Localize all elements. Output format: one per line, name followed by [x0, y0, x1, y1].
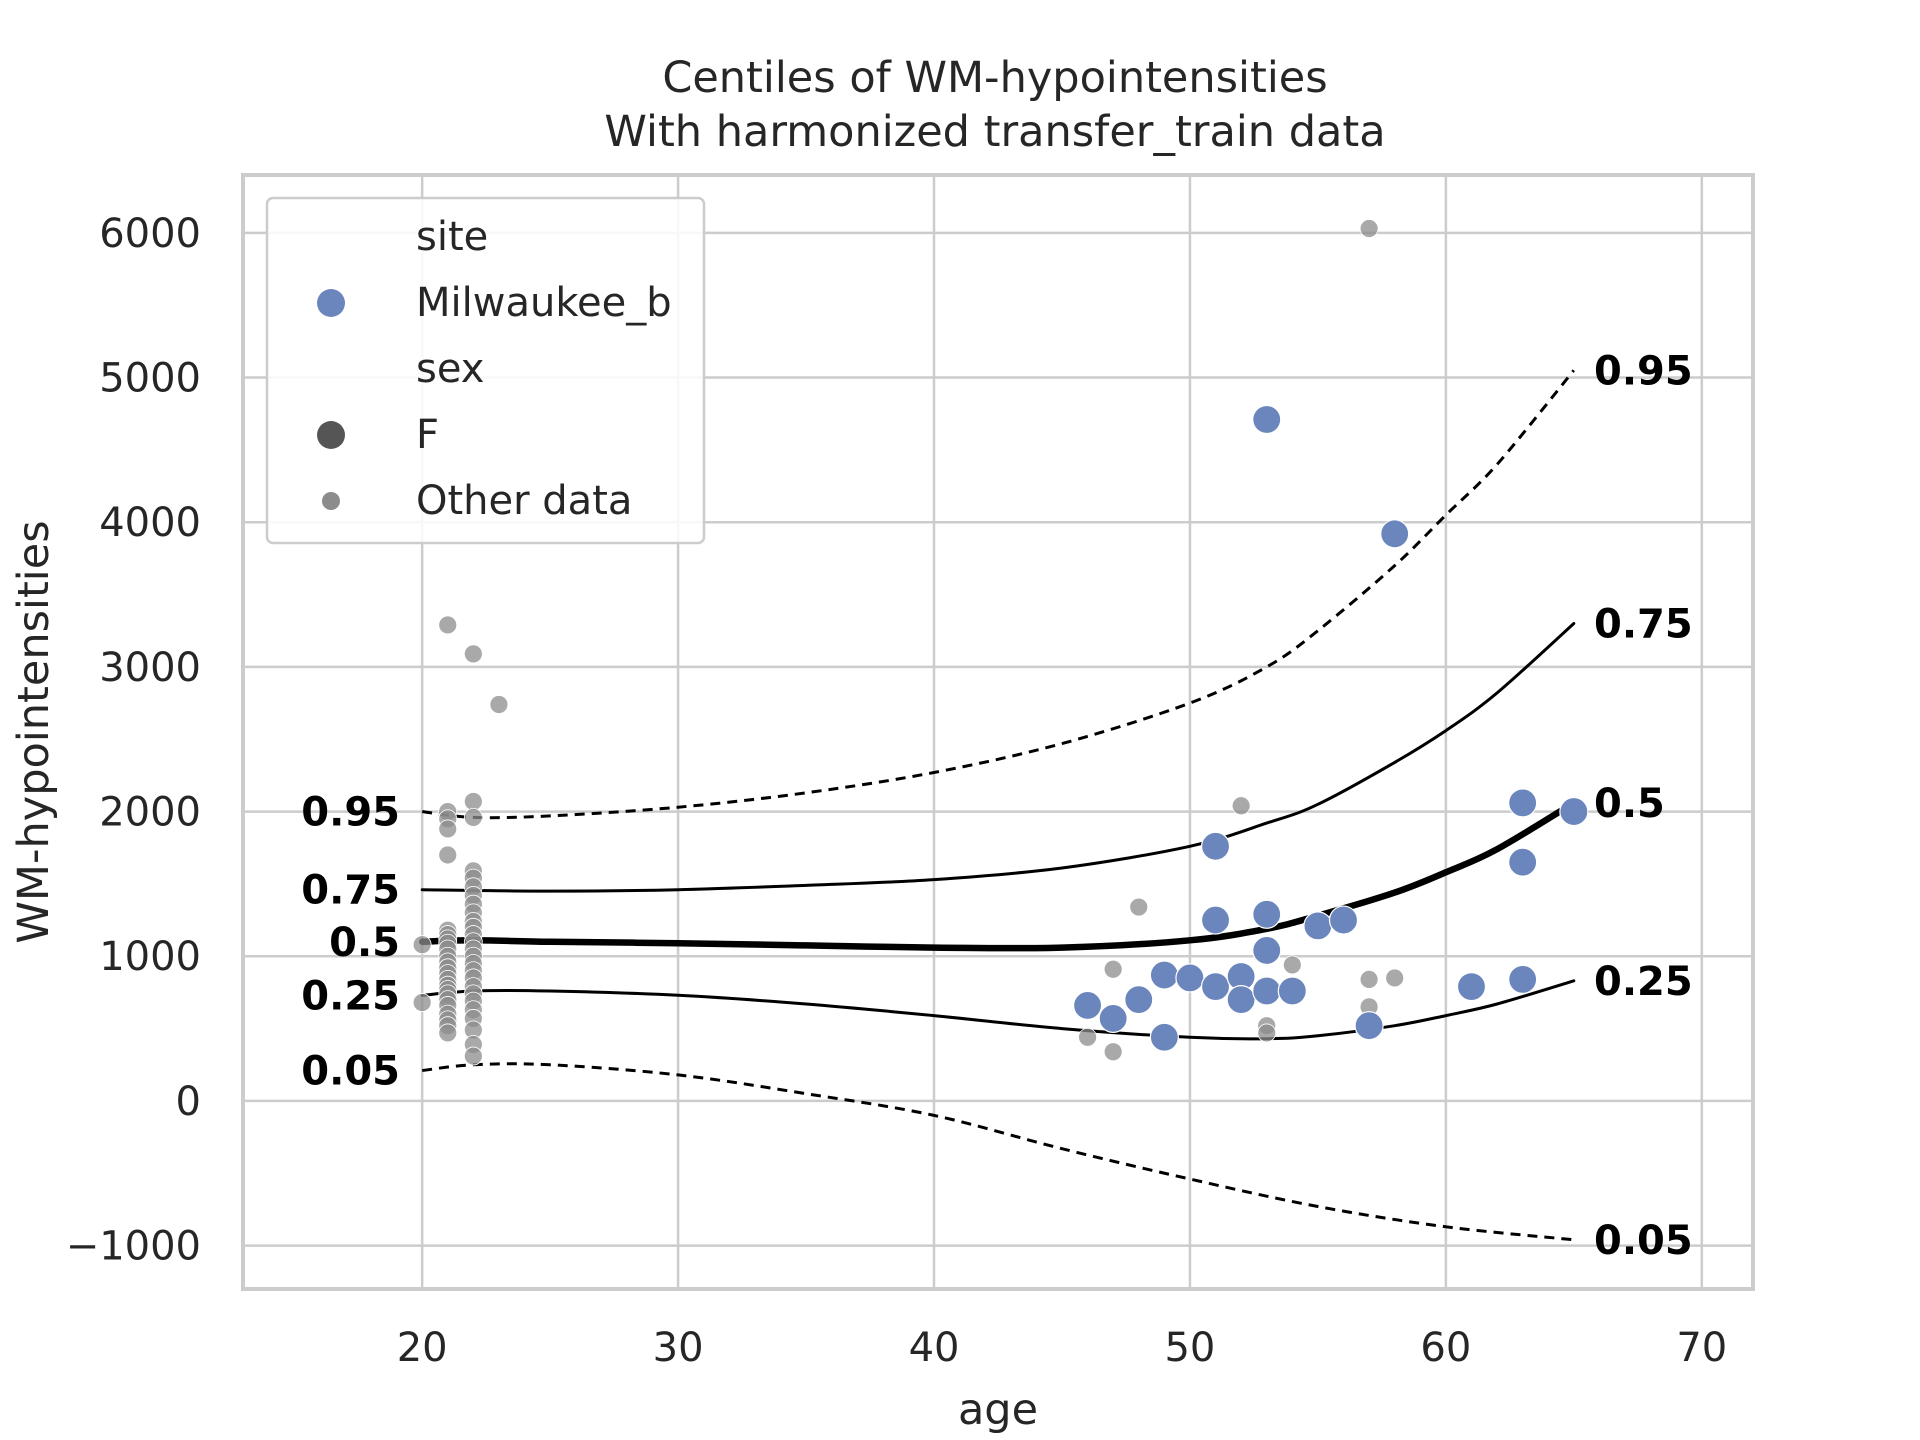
site-point: [1508, 847, 1538, 877]
x-tick-label: 20: [397, 1325, 448, 1371]
site-point: [1252, 935, 1282, 966]
site-point: [1252, 976, 1282, 1006]
site-point: [1508, 788, 1538, 818]
other-point: [1129, 897, 1149, 917]
other-point: [1282, 955, 1302, 975]
y-tick-label: 2000: [99, 790, 201, 836]
x-tick-label: 60: [1420, 1325, 1471, 1371]
site-point: [1200, 831, 1231, 861]
other-point: [1385, 968, 1405, 988]
centile-curves: [418, 369, 1578, 1242]
other-point: [463, 792, 483, 811]
centile-label-start-0-25: 0.25: [301, 973, 400, 1019]
centile-label-start-0-5: 0.5: [329, 920, 400, 966]
site-point: [1508, 964, 1538, 994]
centile-label-start-0-75: 0.75: [301, 868, 400, 914]
site-point: [1456, 972, 1487, 1002]
legend-label-milwaukee-b: Milwaukee_b: [416, 280, 672, 326]
legend-label-other-data: Other data: [416, 478, 632, 524]
y-tick-label: 4000: [99, 500, 201, 546]
other-point: [412, 993, 432, 1012]
site-point: [1380, 519, 1410, 549]
site-point: [1200, 905, 1231, 935]
site-point: [1200, 972, 1231, 1002]
site-point: [1559, 796, 1589, 827]
legend-frame: [265, 196, 706, 545]
site-point: [1072, 990, 1103, 1021]
other-point: [463, 644, 483, 664]
y-tick-label: 5000: [99, 356, 201, 402]
centile-curve-0-95: [422, 369, 1575, 820]
x-tick-label: 70: [1676, 1325, 1727, 1371]
site-point: [1124, 985, 1154, 1015]
x-tick-label: 50: [1164, 1325, 1215, 1371]
site-point: [1226, 985, 1256, 1015]
centile-labels: 0.95 0.95 0.75 0.75 0.5 0.5 0.25 0.25 0.05 0.05: [301, 348, 1692, 1263]
centile-label-start-0-05: 0.05: [301, 1049, 400, 1095]
legend-label-f: F: [416, 412, 439, 458]
other-point: [463, 807, 483, 827]
other-point: [1359, 969, 1379, 989]
site-point: [1149, 960, 1179, 990]
site-point: [1354, 1011, 1384, 1041]
legend-marker-site: [317, 289, 345, 317]
other-point: [463, 1046, 483, 1066]
centile-label-end-0-95: 0.95: [1594, 348, 1693, 394]
legend-label-sex: sex: [416, 346, 484, 392]
other-point: [489, 695, 509, 714]
other-point: [412, 935, 432, 955]
site-point: [1149, 1022, 1179, 1052]
chart-title: Centiles of WM-hypointensities: [662, 53, 1327, 103]
other-point: [1231, 796, 1251, 816]
other-point: [1103, 1042, 1123, 1062]
y-tick-label: 0: [176, 1079, 201, 1125]
centile-label-end-0-75: 0.75: [1594, 601, 1693, 647]
other-point: [1359, 219, 1379, 238]
site-point: [1303, 911, 1333, 941]
site-point: [1277, 976, 1307, 1006]
site-data-points: [1072, 404, 1589, 1052]
y-axis-label: WM-hypointensities: [9, 520, 59, 943]
y-tick-label: 6000: [99, 211, 201, 257]
other-point: [438, 819, 458, 839]
grid-lines: [243, 175, 1753, 1289]
other-point: [1103, 959, 1123, 979]
centile-label-end-0-05: 0.05: [1594, 1218, 1693, 1264]
y-tick-label: 3000: [99, 645, 201, 691]
other-point: [438, 845, 458, 865]
x-axis-label: age: [958, 1385, 1038, 1435]
centile-label-start-0-95: 0.95: [301, 790, 400, 836]
other-point: [1257, 1023, 1277, 1043]
y-tick-labels: −1000 0 1000 2000 3000 4000 5000 6000: [66, 211, 201, 1270]
site-point: [1098, 1003, 1128, 1034]
plot-frame: [241, 173, 1755, 1291]
site-point: [1328, 905, 1359, 935]
centile-label-end-0-5: 0.5: [1594, 781, 1665, 827]
other-point: [438, 1023, 458, 1043]
x-tick-label: 30: [653, 1325, 704, 1371]
centile-curve-0-25: [420, 979, 1576, 1041]
other-data-points: [412, 219, 1405, 1066]
legend-marker-sex: [317, 421, 345, 449]
site-point: [1252, 404, 1282, 435]
y-tick-label: −1000: [66, 1224, 201, 1270]
other-point: [1078, 1027, 1097, 1047]
legend-label-site: site: [416, 214, 488, 260]
x-tick-label: 40: [909, 1325, 960, 1371]
legend-marker-other: [322, 492, 340, 510]
centile-curve-0-5: [418, 799, 1578, 952]
site-point: [1252, 899, 1282, 929]
x-tick-labels: 20 30 40 50 60 70: [397, 1325, 1728, 1371]
centile-curve-0-75: [420, 622, 1576, 893]
centile-label-end-0-25: 0.25: [1594, 959, 1693, 1005]
other-point: [438, 615, 458, 635]
y-tick-label: 1000: [99, 934, 201, 980]
site-point: [1175, 963, 1205, 993]
chart-subtitle: With harmonized transfer_train data: [604, 107, 1385, 157]
